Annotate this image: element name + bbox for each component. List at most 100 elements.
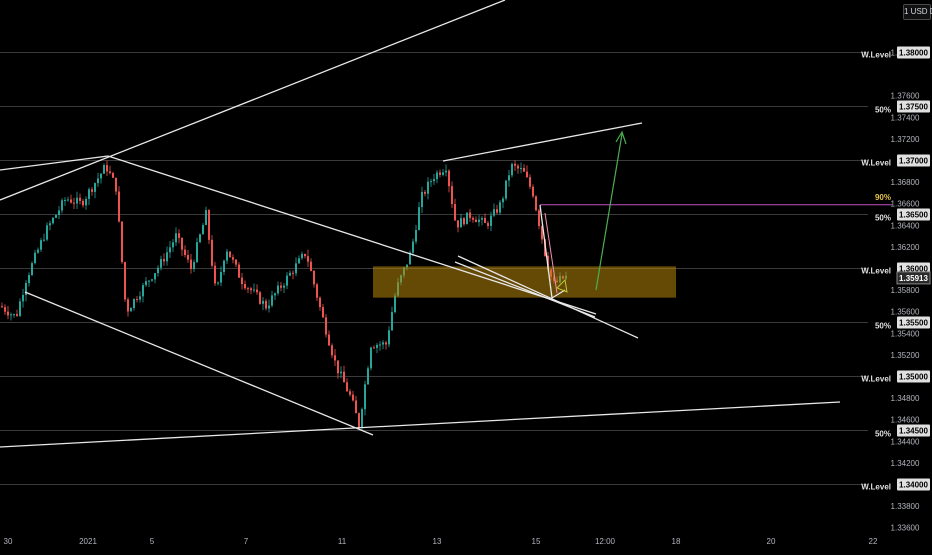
candle-body <box>355 400 357 414</box>
candle-body <box>316 284 318 298</box>
candle-body <box>145 281 147 286</box>
trendline[interactable] <box>107 155 597 315</box>
candle-body <box>475 219 477 223</box>
level-price-tag[interactable] <box>897 154 930 167</box>
target-arrow-line[interactable] <box>595 133 623 291</box>
candle-body <box>169 247 171 253</box>
level-side-label: 50% <box>875 106 891 115</box>
candle-body <box>178 233 180 238</box>
candle-body <box>337 360 339 374</box>
candle-body <box>439 172 441 175</box>
price-tick-label: 1.35200 <box>891 351 920 360</box>
currency-suffix: D <box>930 7 932 16</box>
candle-body <box>541 226 543 240</box>
level-price-tag[interactable] <box>897 100 930 113</box>
trendline[interactable] <box>0 0 506 201</box>
time-tick-label: 5 <box>150 537 155 546</box>
candle-body <box>292 272 294 274</box>
candle-body <box>508 175 510 181</box>
candle-body <box>97 178 99 184</box>
candle-body <box>214 265 216 284</box>
marker-shape[interactable] <box>556 278 568 293</box>
candle-body <box>349 391 351 395</box>
price-tick-label: 1.33800 <box>891 502 920 511</box>
time-axis[interactable]: 30 2021 5 7 11 13 15 12:00 18 20 22 <box>4 537 878 546</box>
level-price-label: 1.37500 <box>899 103 928 112</box>
candle-body <box>250 288 252 291</box>
candle-body <box>334 355 336 361</box>
candle-body <box>274 293 276 296</box>
candle-body <box>430 181 432 183</box>
candle-body <box>298 258 300 264</box>
candle-body <box>229 251 231 258</box>
price-tick-label: 1.35800 <box>891 286 920 295</box>
projection-line[interactable] <box>544 212 558 294</box>
candle-body <box>460 218 462 228</box>
candle-body <box>262 300 264 304</box>
grid-lines <box>0 52 868 485</box>
current-price-tag[interactable] <box>896 271 931 285</box>
candle-body <box>271 295 273 306</box>
candle-body <box>529 177 531 187</box>
candle-body <box>100 173 102 179</box>
candle-body <box>469 212 471 218</box>
trendline[interactable] <box>457 255 639 339</box>
candle-body <box>319 297 321 308</box>
candle-body <box>340 371 342 374</box>
candle-body <box>85 198 87 206</box>
candle-body <box>493 209 495 216</box>
price-tick-label: 1.37600 <box>891 92 920 101</box>
trendline[interactable] <box>24 291 374 436</box>
level-side-label: 50% <box>875 430 891 439</box>
demand-zone-rectangle[interactable] <box>373 266 676 298</box>
level-price-tag[interactable] <box>897 316 930 329</box>
trendline[interactable] <box>0 401 841 448</box>
candlestick-series <box>1 160 567 431</box>
trendline[interactable] <box>442 122 643 162</box>
candle-body <box>217 282 219 284</box>
trendline[interactable] <box>539 204 553 299</box>
level-price-tag[interactable] <box>897 478 930 491</box>
candle-body <box>238 264 240 278</box>
candle-body <box>418 207 420 230</box>
level-price-tag[interactable] <box>897 370 930 383</box>
price-tick-label: 1.34800 <box>891 394 920 403</box>
candle-body <box>496 209 498 213</box>
candle-body <box>277 285 279 294</box>
candle-body <box>37 249 39 253</box>
candle-body <box>109 171 111 173</box>
candle-body <box>55 214 57 218</box>
candle-body <box>58 210 60 215</box>
candle-body <box>139 296 141 300</box>
candle-body <box>31 263 33 276</box>
candle-body <box>415 229 417 242</box>
candle-body <box>301 253 303 259</box>
trendline[interactable] <box>551 289 566 299</box>
candle-body <box>52 217 54 224</box>
level-price-tag[interactable] <box>897 208 930 221</box>
price-tick-label: 1.34600 <box>891 416 920 425</box>
candle-body <box>463 218 465 225</box>
trendline[interactable] <box>0 155 109 171</box>
candle-body <box>151 279 153 281</box>
trendline[interactable] <box>454 261 596 318</box>
candle-body <box>328 334 330 346</box>
target-arrow-head[interactable] <box>615 130 627 145</box>
candle-body <box>388 330 390 345</box>
price-tick-label: 1.35600 <box>891 308 920 317</box>
price-axis[interactable]: 1.38000 1.37600 1.37400 1.37200 1.36800 1.366… <box>861 0 931 533</box>
candle-body <box>88 189 90 199</box>
level-price-label: 1.35000 <box>899 373 928 382</box>
drawing-tools[interactable] <box>0 0 892 448</box>
level-price-tag[interactable] <box>897 424 930 437</box>
currency-button[interactable]: 1 USD D <box>903 4 932 20</box>
candle-body <box>223 260 225 273</box>
candle-body <box>79 197 81 201</box>
candle-body <box>505 180 507 199</box>
time-tick-label: 22 <box>869 537 878 546</box>
candle-body <box>106 165 108 172</box>
level-price-tag[interactable] <box>897 46 930 59</box>
candle-body <box>91 189 93 192</box>
